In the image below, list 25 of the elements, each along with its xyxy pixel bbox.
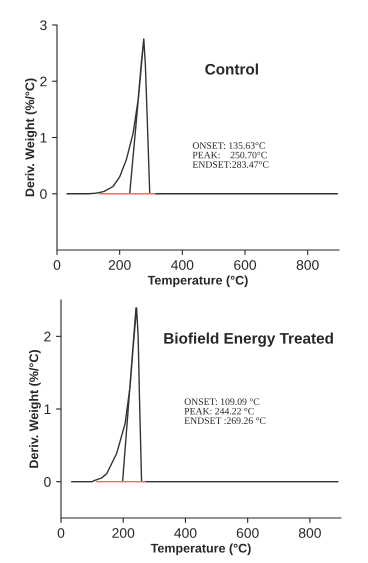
y-tick-label: 1 xyxy=(40,132,47,143)
x-tick-label: 800 xyxy=(296,260,319,270)
y-tick-label: 1 xyxy=(44,404,51,414)
x-tick-label: 200 xyxy=(112,528,134,538)
x-tick-label: 800 xyxy=(298,528,321,538)
y-tick-label: 3 xyxy=(40,20,47,30)
x-tick-label: 0 xyxy=(58,528,64,538)
y-tick-label: 0 xyxy=(44,477,51,487)
text: Control xyxy=(205,63,258,75)
annotation: ONSET: 109.09 °C PEAK: 244.22 °C ENDSET :269.26 °C xyxy=(184,398,266,424)
y-tick-label: 0 xyxy=(40,189,47,199)
x-tick-label: 600 xyxy=(236,528,259,538)
text: Biofield Energy Treated xyxy=(164,332,333,347)
x-axis-title: Temperature (°C) xyxy=(148,275,248,288)
x-tick-label: 400 xyxy=(174,528,196,538)
annotation: ONSET: 135.63°C PEAK: 250.70°C ENDSET:283.47°C xyxy=(192,142,268,168)
x-axis-title: Temperature (°C) xyxy=(150,543,251,556)
x-tick-label: 0 xyxy=(54,260,60,270)
x-tick-label: 400 xyxy=(171,260,194,270)
x-tick-label: 200 xyxy=(108,260,131,270)
y-tick-label: 2 xyxy=(40,76,47,86)
x-tick-label: 600 xyxy=(234,260,256,270)
y-axis-title: Deriv. Weight (%/°C) xyxy=(29,350,41,468)
y-axis-title: Deriv. Weight (%/°C) xyxy=(25,78,37,196)
y-tick-label: 2 xyxy=(44,332,51,342)
